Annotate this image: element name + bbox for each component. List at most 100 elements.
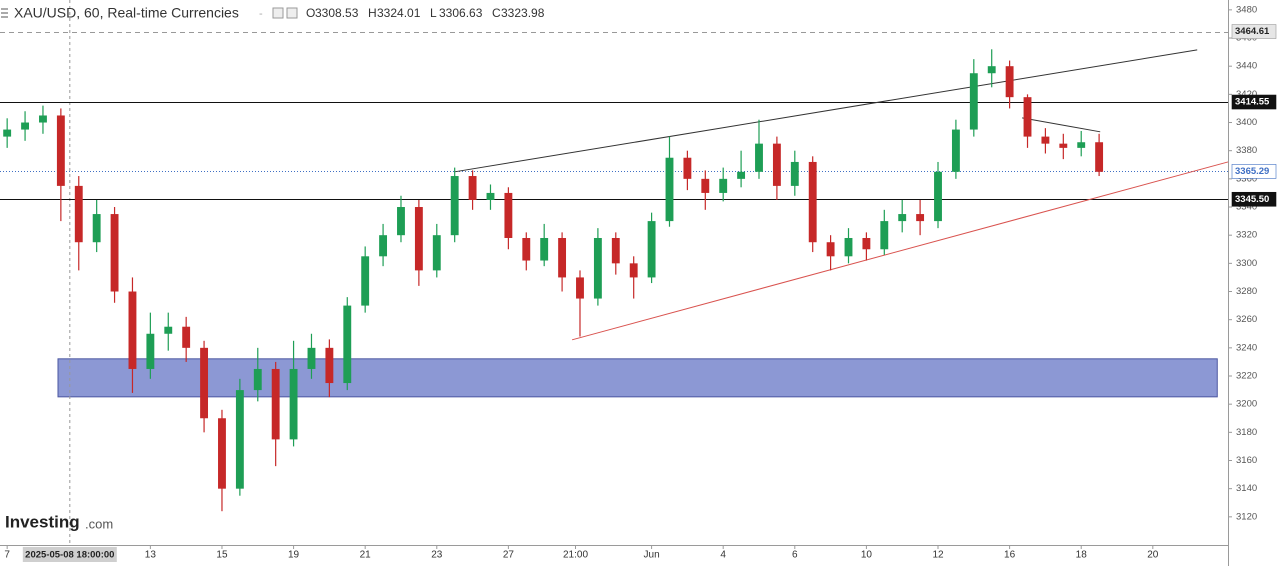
- icon[interactable]: [272, 7, 284, 19]
- candle-body: [790, 161, 799, 186]
- candle-body: [522, 237, 531, 261]
- trendline: [454, 49, 1198, 173]
- y-tick-label: 3360: [1236, 173, 1257, 184]
- candle-body: [540, 237, 549, 261]
- ohlc-label: L: [430, 6, 437, 20]
- candle-body: [969, 73, 978, 130]
- candle-body: [737, 171, 746, 179]
- level-box: [1231, 164, 1277, 179]
- y-tick-label: 3480: [1236, 4, 1257, 15]
- candle-body: [397, 207, 405, 236]
- ohlc-label: C: [492, 6, 501, 20]
- y-tick-label: 3160: [1236, 455, 1257, 466]
- y-tick-label: 3280: [1236, 286, 1257, 297]
- x-tick-label: 15: [216, 550, 228, 561]
- x-tick-label: 12: [932, 550, 944, 561]
- y-tick-label: 3240: [1236, 342, 1257, 353]
- level-label: 3365.29: [1235, 166, 1269, 177]
- y-tick-label: 3220: [1236, 371, 1257, 382]
- x-tick-label: 27: [503, 550, 515, 561]
- candle-body: [701, 178, 710, 193]
- candle-body: [128, 291, 137, 369]
- candle-body: [576, 277, 584, 299]
- watermark: Investing .com: [5, 512, 113, 531]
- ohlc-label: H: [368, 6, 377, 20]
- y-tick-label: 3300: [1236, 258, 1257, 269]
- candle-body: [486, 192, 495, 200]
- level-label: 3464.61: [1235, 26, 1270, 37]
- candle-body: [74, 185, 83, 243]
- candle-body: [951, 129, 960, 172]
- crosshair-label: 2025-05-08 18:00:00: [25, 550, 114, 561]
- y-tick-label: 3400: [1236, 117, 1257, 128]
- chart-title: XAU/USD, 60, Real-time Currencies: [14, 5, 239, 21]
- y-tick-label: 3380: [1236, 145, 1257, 156]
- y-tick-label: 3340: [1236, 202, 1257, 213]
- ohlc-value: 3323.98: [501, 6, 545, 20]
- y-tick-label: 3120: [1236, 511, 1257, 522]
- candle-body: [862, 237, 871, 250]
- x-tick-label: 21: [360, 550, 372, 561]
- candle-body: [826, 242, 835, 257]
- x-tick-label: 18: [1076, 550, 1088, 561]
- x-tick-label: 10: [861, 550, 873, 561]
- menu-icon: [1, 8, 8, 18]
- x-tick-label: 4: [720, 550, 726, 561]
- level-label: 3345.50: [1235, 194, 1269, 205]
- x-tick-label: 21:00: [563, 550, 588, 561]
- x-axis-panel: [0, 545, 1228, 566]
- candle-body: [987, 66, 996, 74]
- candle-body: [558, 237, 567, 278]
- y-tick-label: 3180: [1236, 427, 1257, 438]
- candle-body: [593, 237, 602, 299]
- candle-body: [468, 176, 477, 200]
- separator: -: [259, 8, 263, 20]
- zone: [57, 358, 1218, 398]
- candle-body: [182, 326, 191, 348]
- x-tick-label: 7: [4, 550, 10, 561]
- candle-body: [39, 115, 47, 123]
- trendline: [1022, 117, 1101, 133]
- icon[interactable]: [286, 7, 298, 19]
- candle-body: [934, 171, 942, 222]
- ohlc-header: O 3308.53 H 3324.01 L 3306.63 C 3323.98: [306, 6, 545, 20]
- candle-body: [3, 129, 12, 137]
- candle-body: [271, 368, 280, 440]
- candle-body: [683, 157, 692, 179]
- trendline: [571, 161, 1229, 341]
- candle-body: [56, 115, 65, 186]
- plot-area: [0, 0, 1229, 545]
- candle-body: [21, 122, 29, 130]
- candle-body: [629, 263, 638, 278]
- level-box: [1231, 191, 1277, 207]
- x-tick-label: 19: [288, 550, 300, 561]
- candle-body: [665, 157, 674, 222]
- y-tick-label: 3320: [1236, 230, 1257, 241]
- candle-body: [307, 347, 316, 369]
- candle-body: [898, 214, 907, 222]
- ohlc-value: 3324.01: [377, 6, 421, 20]
- candle-body: [110, 214, 119, 292]
- x-tick-label: 13: [145, 550, 157, 561]
- crosshair-box: [22, 547, 117, 562]
- ohlc-value: 3308.53: [315, 6, 359, 20]
- candle-body: [200, 347, 209, 419]
- watermark-suffix: .com: [85, 516, 113, 531]
- candle-body: [1005, 66, 1014, 98]
- x-tick-label: Jun: [644, 550, 660, 561]
- y-tick-label: 3200: [1236, 399, 1257, 410]
- x-tick-label: 6: [792, 550, 798, 561]
- level-box: [1231, 94, 1277, 110]
- candle-body: [343, 305, 352, 384]
- candle-body: [504, 192, 513, 238]
- candle-body: [755, 143, 763, 172]
- x-tick-label: 20: [1147, 550, 1159, 561]
- candle-body: [361, 256, 370, 306]
- candle-body: [1041, 136, 1050, 144]
- candle-body: [611, 237, 620, 264]
- watermark-text: Investing: [5, 512, 80, 531]
- candle-body: [289, 368, 298, 440]
- candle-body: [218, 418, 226, 489]
- candle-body: [916, 214, 925, 222]
